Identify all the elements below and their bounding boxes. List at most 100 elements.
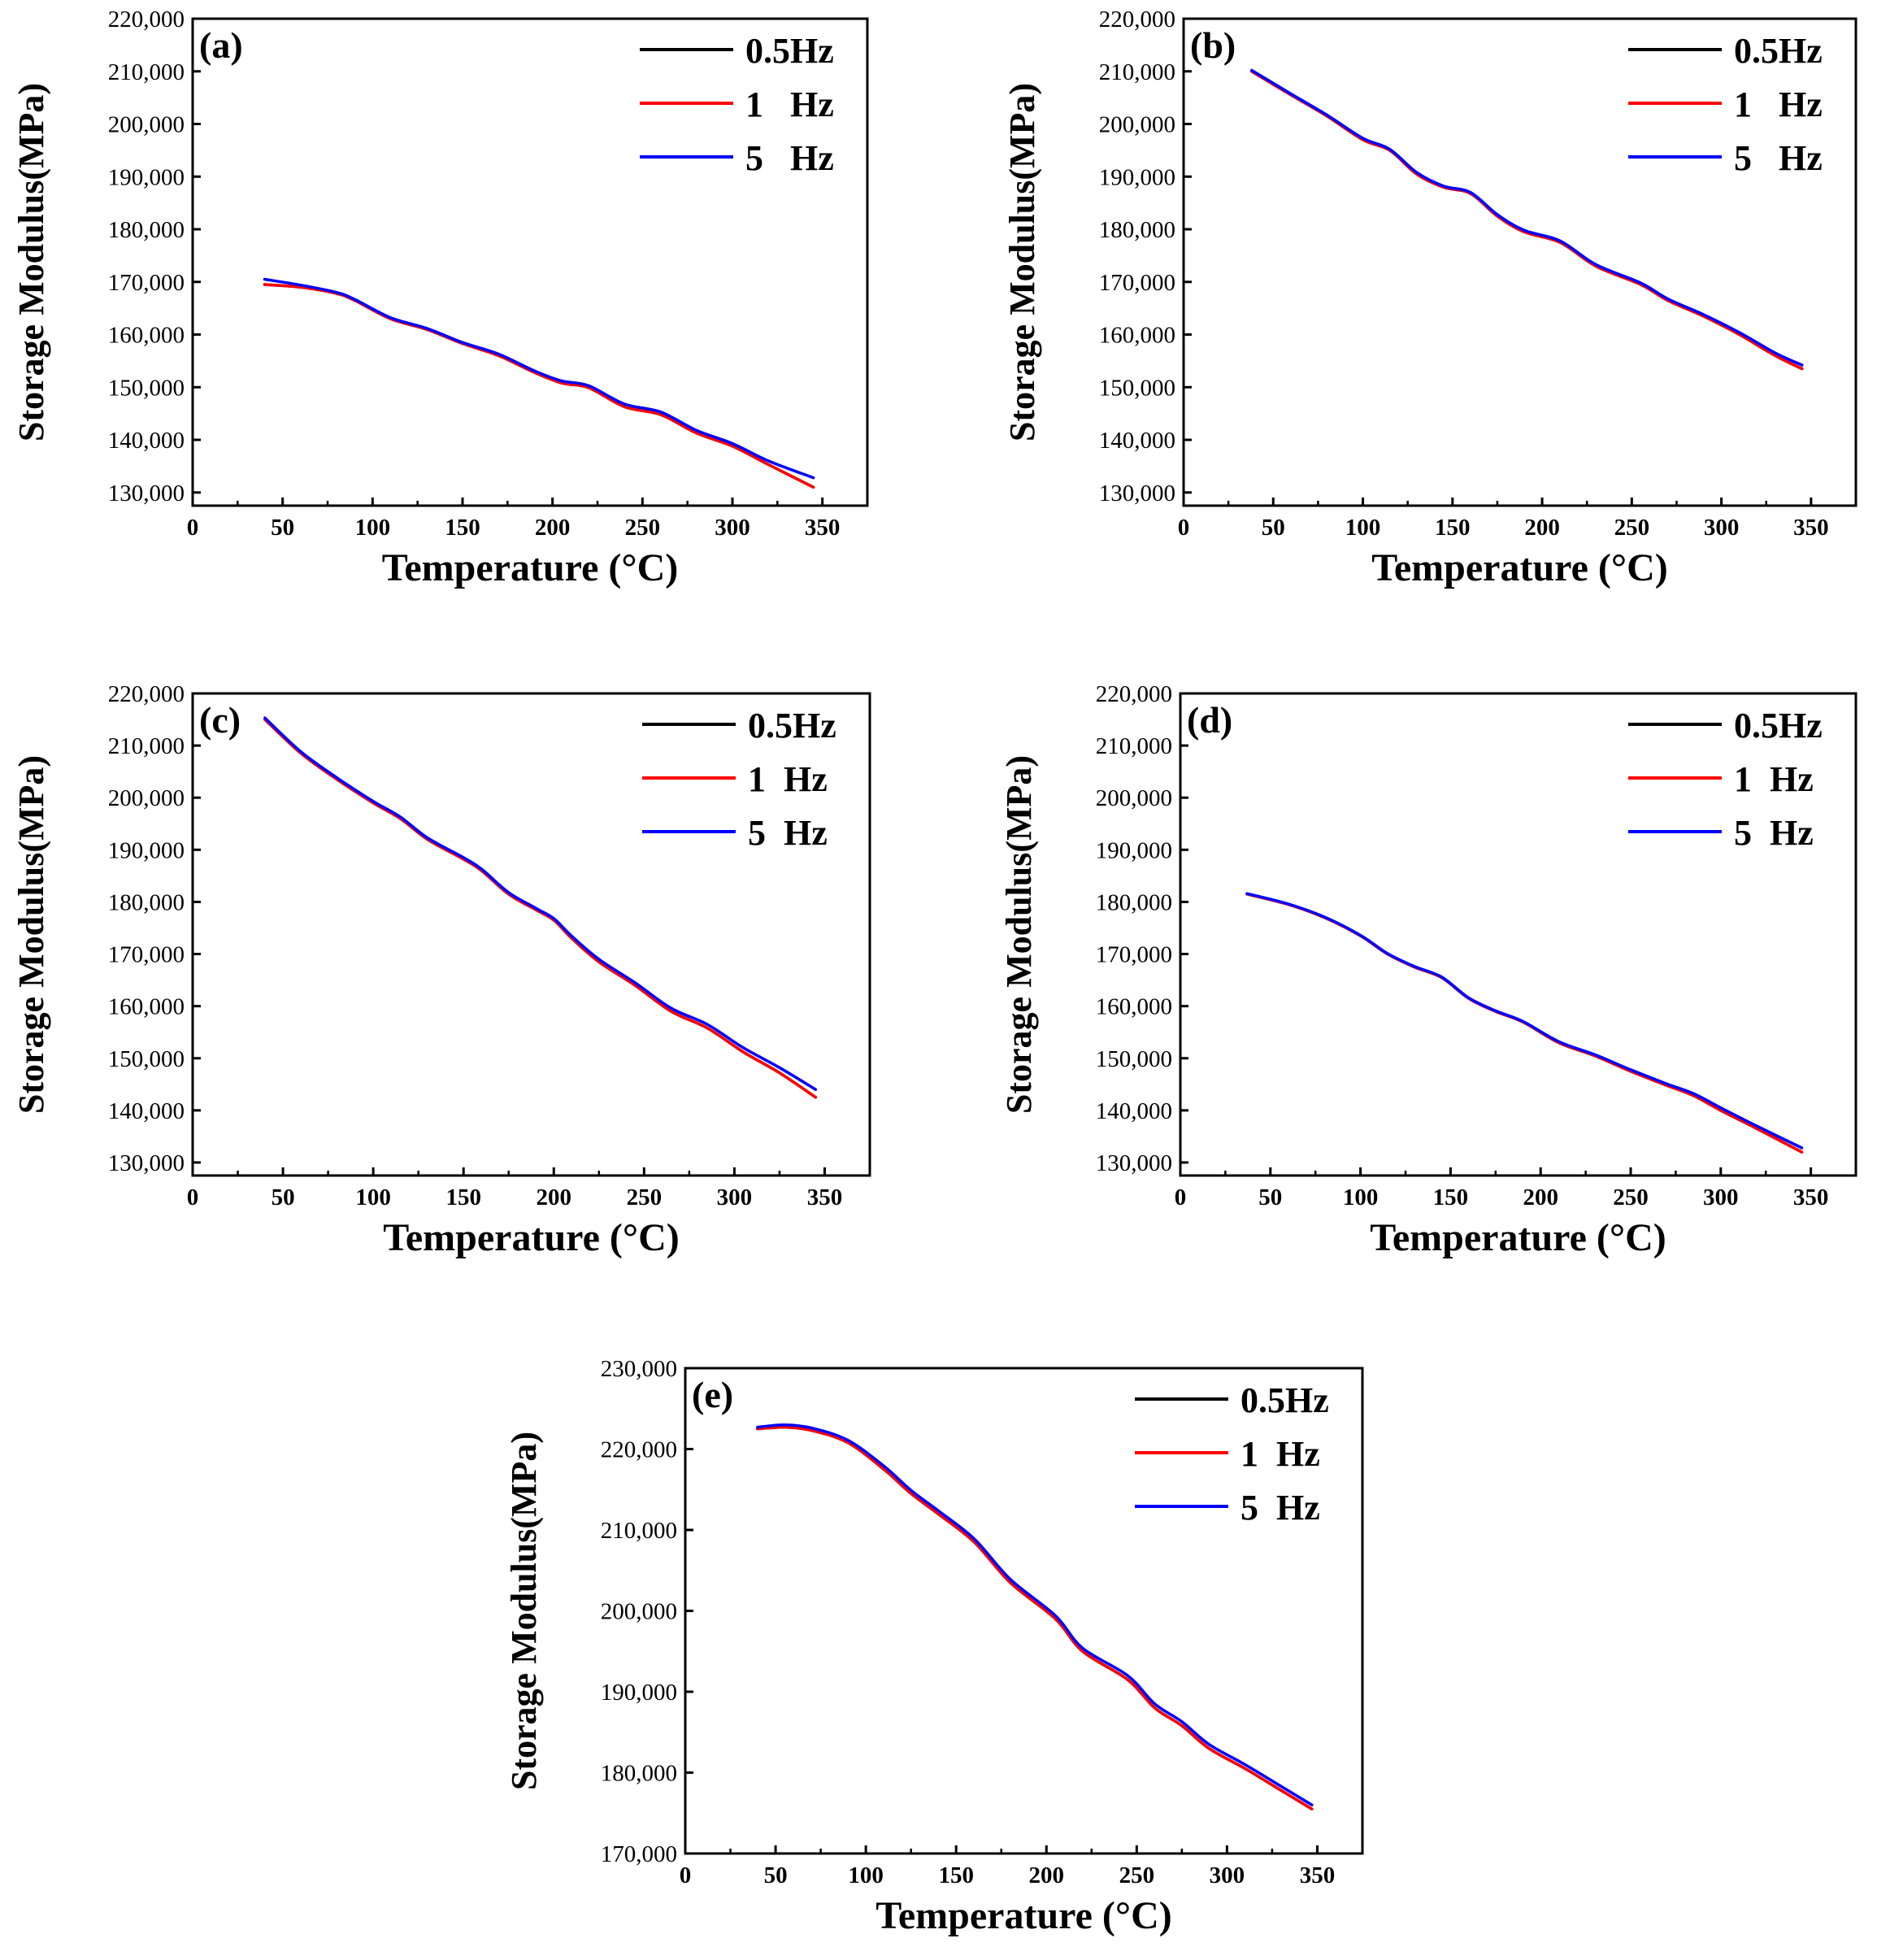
series-line-2 xyxy=(1250,70,1804,371)
x-tick-label: 250 xyxy=(1614,515,1650,541)
chart-panel-1: 0 50 100 150 200 250 300 350 130,000 140,000 150,0… xyxy=(11,7,869,589)
legend-label-2: 1 Hz xyxy=(1734,85,1823,124)
y-tick-label: 210,000 xyxy=(108,733,185,759)
x-axis-title: Temperature (°C) xyxy=(875,1894,1171,1937)
series-line-1 xyxy=(756,1425,1314,1811)
panel-label: (d) xyxy=(1187,699,1232,741)
x-axis-title: Temperature (°C) xyxy=(383,1216,679,1259)
y-tick-label: 140,000 xyxy=(1096,1098,1172,1124)
y-axis-title: Storage Modulus(MPa) xyxy=(1002,83,1042,441)
y-tick-label: 130,000 xyxy=(108,480,185,506)
chart-panel-4: 0 50 100 150 200 250 300 350 130,000 140,000 150,0… xyxy=(999,681,1857,1259)
y-tick-label: 170,000 xyxy=(108,942,185,968)
y-tick-label: 190,000 xyxy=(108,164,185,190)
chart-panel-5: 0 50 100 150 200 250 300 350 170,000 180,000 190,0… xyxy=(504,1356,1364,1937)
x-tick-label: 0 xyxy=(1178,515,1190,541)
x-tick-label: 250 xyxy=(1613,1184,1649,1210)
y-tick-label: 220,000 xyxy=(108,7,185,33)
x-tick-label: 50 xyxy=(271,515,294,541)
x-tick-label: 50 xyxy=(1262,515,1285,541)
x-tick-label: 300 xyxy=(1703,1184,1739,1210)
y-tick-label: 220,000 xyxy=(1099,7,1175,33)
plot-frame xyxy=(191,692,871,1177)
y-tick-label: 130,000 xyxy=(1096,1150,1172,1176)
panel-label: (c) xyxy=(199,699,241,741)
y-tick-label: 150,000 xyxy=(1099,375,1175,401)
legend-label-3: 5 Hz xyxy=(745,138,834,178)
x-tick-label: 350 xyxy=(1793,1184,1829,1210)
y-tick-label: 170,000 xyxy=(1099,270,1175,296)
y-tick-label: 140,000 xyxy=(108,1098,185,1124)
y-tick-label: 140,000 xyxy=(108,428,185,454)
plot-frame xyxy=(1179,692,1857,1177)
y-axis-title: Storage Modulus(MPa) xyxy=(999,755,1039,1114)
y-tick-label: 190,000 xyxy=(1096,837,1172,863)
y-tick-label: 180,000 xyxy=(108,889,185,915)
legend-label-2: 1 Hz xyxy=(745,85,834,124)
x-tick-label: 300 xyxy=(715,515,750,541)
legend-label-1: 0.5Hz xyxy=(1734,31,1823,71)
x-tick-label: 0 xyxy=(1175,1184,1187,1210)
panel-label: (a) xyxy=(199,24,243,66)
x-tick-label: 250 xyxy=(627,1184,663,1210)
x-tick-label: 0 xyxy=(187,515,199,541)
legend-label-1: 0.5Hz xyxy=(1240,1380,1329,1420)
y-tick-label: 180,000 xyxy=(1096,889,1172,915)
x-tick-label: 250 xyxy=(1119,1862,1155,1888)
y-axis-title: Storage Modulus(MPa) xyxy=(11,755,51,1114)
x-tick-label: 100 xyxy=(1343,1184,1379,1210)
x-tick-label: 300 xyxy=(717,1184,753,1210)
x-tick-label: 200 xyxy=(535,515,571,541)
y-tick-label: 170,000 xyxy=(108,270,185,296)
y-tick-label: 170,000 xyxy=(1096,942,1172,968)
x-tick-label: 350 xyxy=(805,515,841,541)
y-tick-label: 150,000 xyxy=(108,1046,185,1072)
y-tick-label: 160,000 xyxy=(108,323,185,349)
y-tick-label: 220,000 xyxy=(601,1437,677,1463)
series-line-2 xyxy=(756,1425,1314,1811)
x-tick-label: 50 xyxy=(1258,1184,1282,1210)
y-tick-label: 190,000 xyxy=(108,837,185,863)
legend-label-2: 1 Hz xyxy=(1734,759,1814,799)
y-tick-label: 180,000 xyxy=(108,217,185,243)
y-tick-label: 160,000 xyxy=(1099,323,1175,349)
x-tick-label: 200 xyxy=(1523,1184,1558,1210)
x-axis-title: Temperature (°C) xyxy=(1370,1216,1666,1259)
y-tick-label: 160,000 xyxy=(108,994,185,1020)
y-tick-label: 220,000 xyxy=(108,681,185,707)
x-tick-label: 50 xyxy=(764,1862,788,1888)
legend-label-1: 0.5Hz xyxy=(1734,706,1823,745)
y-tick-label: 200,000 xyxy=(108,785,185,811)
y-axis-title: Storage Modulus(MPa) xyxy=(504,1432,544,1790)
panel-label: (e) xyxy=(692,1374,733,1415)
x-tick-label: 250 xyxy=(625,515,661,541)
x-tick-label: 150 xyxy=(938,1862,974,1888)
x-tick-label: 350 xyxy=(807,1184,843,1210)
series-line-1 xyxy=(263,283,815,489)
x-tick-label: 50 xyxy=(272,1184,295,1210)
y-tick-label: 200,000 xyxy=(108,112,185,138)
series-line-3 xyxy=(1250,68,1804,367)
x-tick-label: 350 xyxy=(1300,1862,1336,1888)
panel-label: (b) xyxy=(1190,24,1236,66)
series-line-3 xyxy=(1245,892,1804,1149)
y-tick-label: 190,000 xyxy=(1099,164,1175,190)
y-tick-label: 220,000 xyxy=(1096,681,1172,707)
x-tick-label: 100 xyxy=(355,1184,391,1210)
y-tick-label: 140,000 xyxy=(1099,428,1175,454)
y-tick-label: 150,000 xyxy=(108,375,185,401)
series-line-3 xyxy=(756,1423,1314,1807)
x-axis-title: Temperature (°C) xyxy=(1371,546,1667,589)
x-tick-label: 200 xyxy=(537,1184,572,1210)
legend-label-2: 1 Hz xyxy=(1240,1434,1320,1474)
series-line-3 xyxy=(263,277,815,480)
x-tick-label: 150 xyxy=(1435,515,1471,541)
y-tick-label: 230,000 xyxy=(601,1356,677,1382)
x-tick-label: 200 xyxy=(1029,1862,1065,1888)
x-tick-label: 150 xyxy=(445,1184,481,1210)
y-tick-label: 210,000 xyxy=(1099,59,1175,85)
x-tick-label: 150 xyxy=(445,515,480,541)
y-tick-label: 210,000 xyxy=(108,59,185,85)
x-tick-label: 0 xyxy=(680,1862,692,1888)
